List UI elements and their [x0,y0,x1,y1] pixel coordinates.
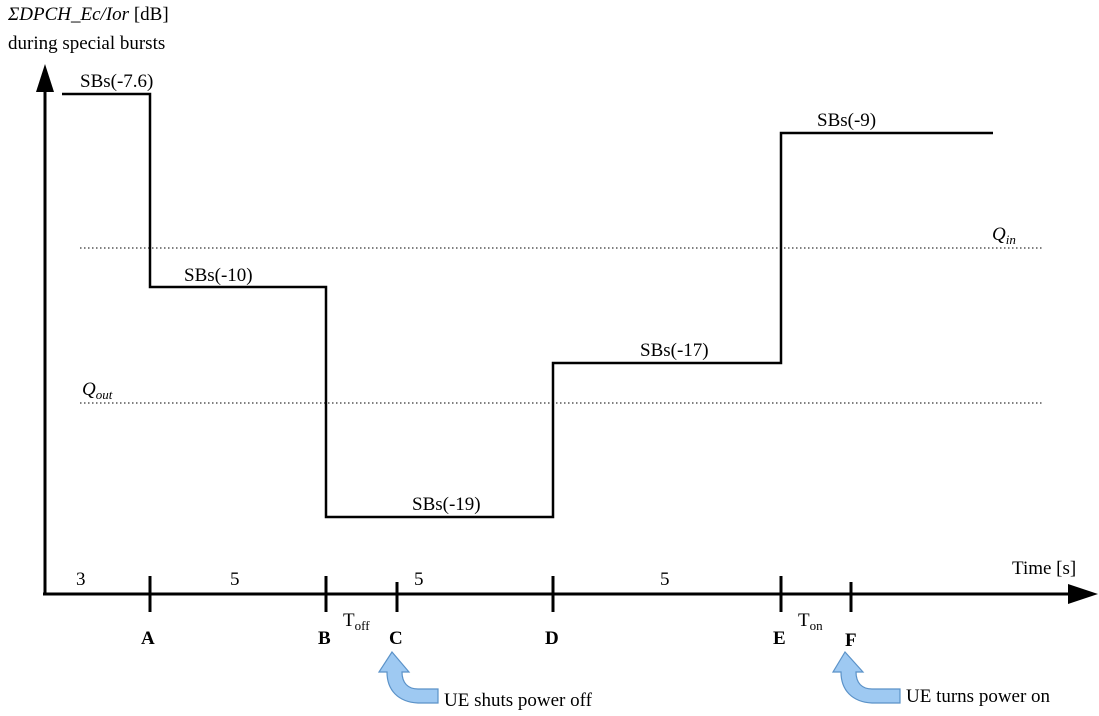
duration-label-1: 3 [76,569,86,590]
y-axis-title-quantity: ΣDPCH_Ec/Ior [7,4,130,25]
y-axis-arrowhead [36,64,54,92]
point-label-c: C [389,628,403,649]
level-label-sbs-19: SBs(-19) [412,494,481,515]
level-label-sbs-9: SBs(-9) [817,110,876,131]
duration-label-3: 5 [414,569,424,590]
ton-label: Ton [798,610,823,633]
curved-arrow-icon-power-off [377,650,439,704]
x-axis-label: Time [s] [1012,558,1076,579]
y-axis-title: ΣDPCH_Ec/Ior [dB] [7,4,169,25]
point-label-d: D [545,628,559,649]
level-label-sbs-7-6: SBs(-7.6) [80,71,153,92]
duration-label-2: 5 [230,569,240,590]
power-on-annotation: UE turns power on [906,686,1051,707]
toff-label: Toff [343,610,370,633]
x-axis-arrowhead [1068,584,1098,604]
y-axis-title-unit: [dB] [129,4,169,25]
power-level-trace [62,92,993,519]
power-off-annotation: UE shuts power off [444,690,593,711]
qin-label: Qin [992,224,1016,247]
point-label-f: F [845,630,857,651]
point-label-b: B [318,628,331,649]
point-label-a: A [141,628,155,649]
duration-label-4: 5 [660,569,670,590]
level-label-sbs-10: SBs(-10) [184,265,253,286]
level-label-sbs-17: SBs(-17) [640,340,709,361]
y-axis-subtitle: during special bursts [8,33,165,54]
curved-arrow-icon-power-on [831,650,901,704]
qout-label: Qout [82,379,113,402]
point-label-e: E [773,628,786,649]
